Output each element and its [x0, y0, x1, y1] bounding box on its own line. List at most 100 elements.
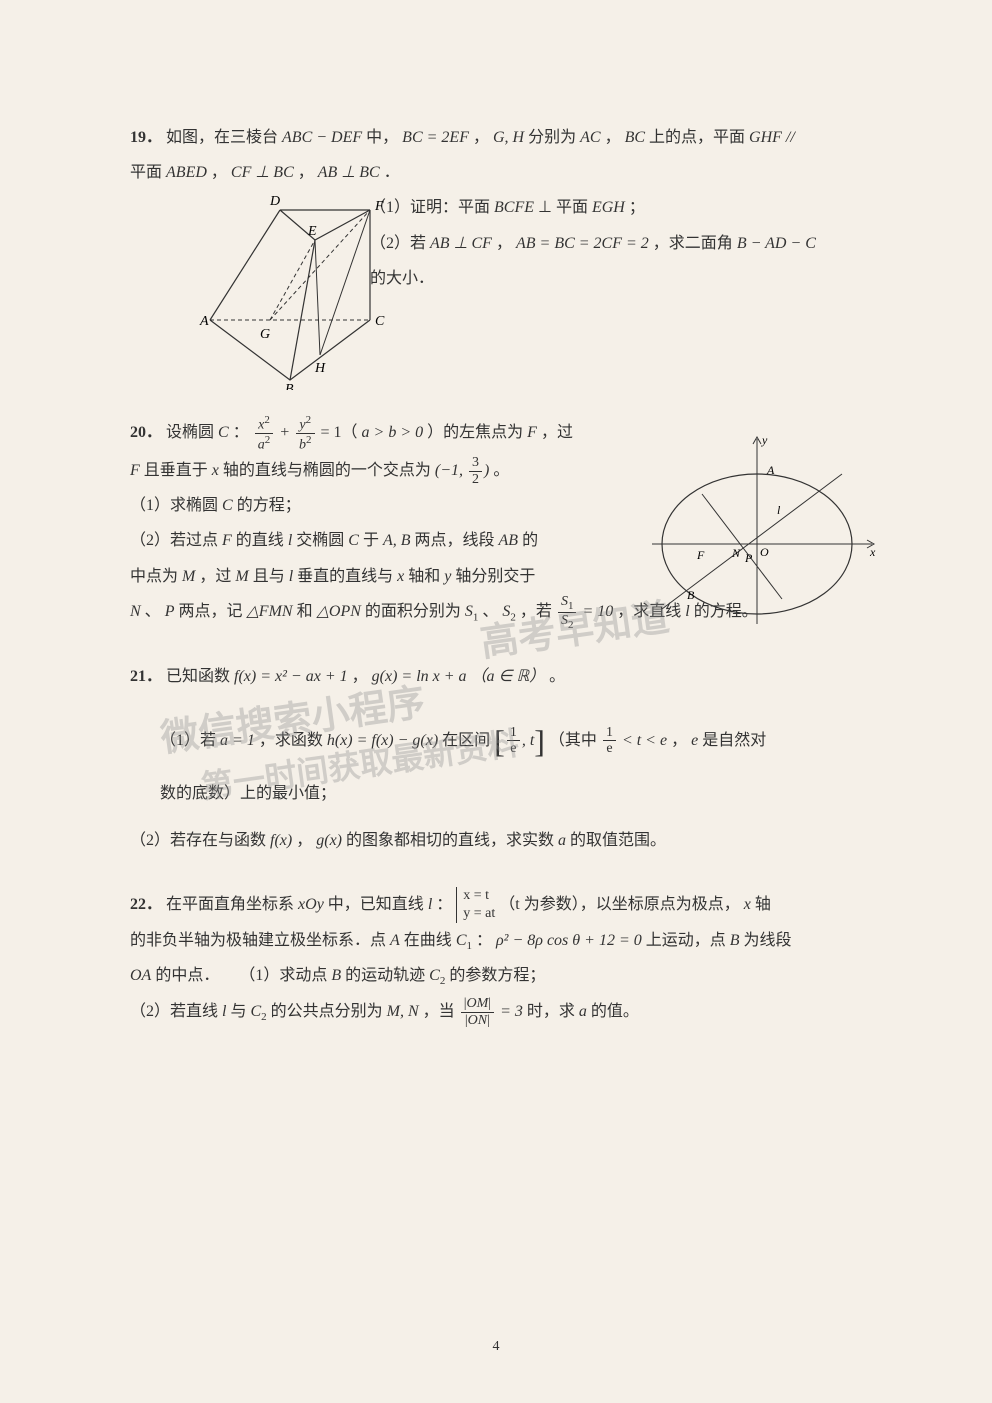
fig19-D: D [269, 194, 280, 209]
svg-text:A: A [766, 463, 775, 477]
svg-text:y: y [761, 434, 768, 447]
p19-sub2-sep1: ， [496, 235, 512, 252]
p20-eq1: = 1（ [321, 424, 358, 441]
p21-sub2d: 的取值范围。 [570, 832, 666, 849]
fig19-H: H [314, 361, 326, 376]
p21-sub1g: 数的底数）上的最小值； [160, 785, 336, 802]
p20-sub2ab2: AB [499, 532, 519, 549]
p21-sub2a: （2）若存在与函数 [130, 832, 266, 849]
p22-sub2l: l [222, 1003, 226, 1020]
p20-sub2f: F [222, 532, 232, 549]
p20-tri2: △OPN [317, 603, 361, 620]
p22-line3: 的中点． [155, 967, 219, 984]
figure-19-prism: A B C D E F G H [190, 190, 420, 390]
svg-text:l: l [777, 503, 781, 517]
problem-19: 19． 如图，在三棱台 ABC − DEF 中， BC = 2EF ， G, H… [130, 120, 862, 386]
p21-f: f(x) = x² − ax + 1 [234, 668, 348, 685]
p19-abed: ABED [166, 164, 207, 181]
fig19-G: G [260, 327, 270, 342]
p19-sep1: ， [473, 129, 489, 146]
p22-sub1c2: C [429, 967, 440, 984]
p21-sub1c: 在区间 [442, 732, 490, 749]
p22-sub1b: B [331, 967, 341, 984]
problem-21-number: 21． [130, 668, 162, 685]
p22-mid2: 轴 [755, 896, 771, 913]
p21-intro: 已知函数 [166, 668, 230, 685]
p19-subparts: （1）证明：平面 BCFE ⊥ 平面 EGH ； （2）若 AB ⊥ CF ， … [370, 190, 862, 296]
p20-sub2n: 、 [145, 603, 161, 620]
p20-cond: a > b > 0 [362, 424, 424, 441]
p20-c: C [218, 424, 229, 441]
p19-mid2: 分别为 [528, 129, 576, 146]
p22-case1: x = t [463, 887, 495, 905]
fig19-E: E [307, 224, 317, 239]
p22-sub2c: 的公共点分别为 [271, 1003, 383, 1020]
p20-tri1: △FMN [246, 603, 292, 620]
p19-sep3: ， [211, 164, 227, 181]
p20-sub2eq: = 10 [582, 603, 613, 620]
p21-sub2a2: a [558, 832, 566, 849]
p22-c1: C [456, 932, 467, 949]
p20-sub2ff: 的 [522, 532, 538, 549]
p19-sub2-c2: AB = BC = 2CF = 2 [516, 235, 649, 252]
p21-dom: （a ∈ ℝ） [471, 668, 546, 685]
p20-sub2c: 交椭圆 [296, 532, 344, 549]
p22-mid1: 中，已知直线 [328, 896, 424, 913]
p21-sub1e: ， [671, 732, 687, 749]
p21-e: e [691, 732, 698, 749]
fig19-C: C [375, 314, 385, 329]
p20-sub2ab: A, B [383, 532, 411, 549]
p19-sub1-perp: ⊥ 平面 [538, 199, 588, 216]
p19-sub2-angle: B − AD − C [737, 235, 816, 252]
p22-polar: ρ² − 8ρ cos θ + 12 = 0 [496, 932, 642, 949]
p21-sub1f: 是自然对 [702, 732, 766, 749]
p20-sub2m: M [182, 568, 195, 585]
page-number: 4 [493, 1332, 500, 1363]
p22-line2c: ： [476, 932, 492, 949]
p19-perp2: AB ⊥ BC [318, 164, 380, 181]
p20-sub2l: l [288, 532, 292, 549]
p20-sub2g: 中点为 [130, 568, 178, 585]
p19-sep2: ， [605, 129, 621, 146]
p20-eq3: ，过 [541, 424, 573, 441]
p20-sub2a: （2）若过点 [130, 532, 218, 549]
p20-l2a: F [130, 462, 140, 479]
p22-sub2f: 的值。 [591, 1003, 639, 1020]
p22-sub2c2: C [250, 1003, 261, 1020]
p20-sub1: （1）求椭圆 [130, 497, 218, 514]
p21-t: , t [522, 732, 534, 749]
p20-eq2: ）的左焦点为 [427, 424, 523, 441]
p19-cond1: BC = 2EF [402, 129, 469, 146]
p20-sub2e: 两点，线段 [415, 532, 495, 549]
svg-text:P: P [744, 551, 753, 565]
p20-sub2pp: 和 [297, 603, 313, 620]
p22-sub2e: 时，求 [527, 1003, 575, 1020]
fig19-F: F [374, 199, 384, 214]
problem-22-number: 22． [130, 896, 162, 913]
p19-intro: 如图，在三棱台 [166, 129, 278, 146]
p20-intro: 设椭圆 [166, 424, 214, 441]
fig19-A: A [199, 314, 209, 329]
p20-sub2ll: 轴分别交于 [455, 568, 535, 585]
p21-sep: ， [352, 668, 368, 685]
p19-sub2-c1: AB ⊥ CF [430, 235, 492, 252]
p20-l2end: 。 [493, 462, 509, 479]
p20-sub2b: 的直线 [236, 532, 284, 549]
p20-pt: −1, [440, 462, 463, 479]
p20-l2c: x [212, 462, 219, 479]
p20-sub2h: ，过 [199, 568, 231, 585]
p20-sub2r: 、 [482, 603, 498, 620]
p20-f: F [527, 424, 537, 441]
p21-g: g(x) = ln x + a [372, 668, 467, 685]
p20-sub2i: 且与 [253, 568, 285, 585]
p20-s1: S [465, 603, 473, 620]
p19-ac: AC [580, 129, 600, 146]
p20-sub2j: 垂直的直线与 [297, 568, 393, 585]
p22-sub2a: a [579, 1003, 587, 1020]
p21-cond: < t < e [622, 732, 667, 749]
p22-sub1c: 的参数方程； [449, 967, 545, 984]
p20-sub2q: 的面积分别为 [365, 603, 461, 620]
p22-mn: M, N [387, 1003, 419, 1020]
p20-sub2m2: M [235, 568, 248, 585]
p21-sub1a: （1）若 [160, 732, 216, 749]
